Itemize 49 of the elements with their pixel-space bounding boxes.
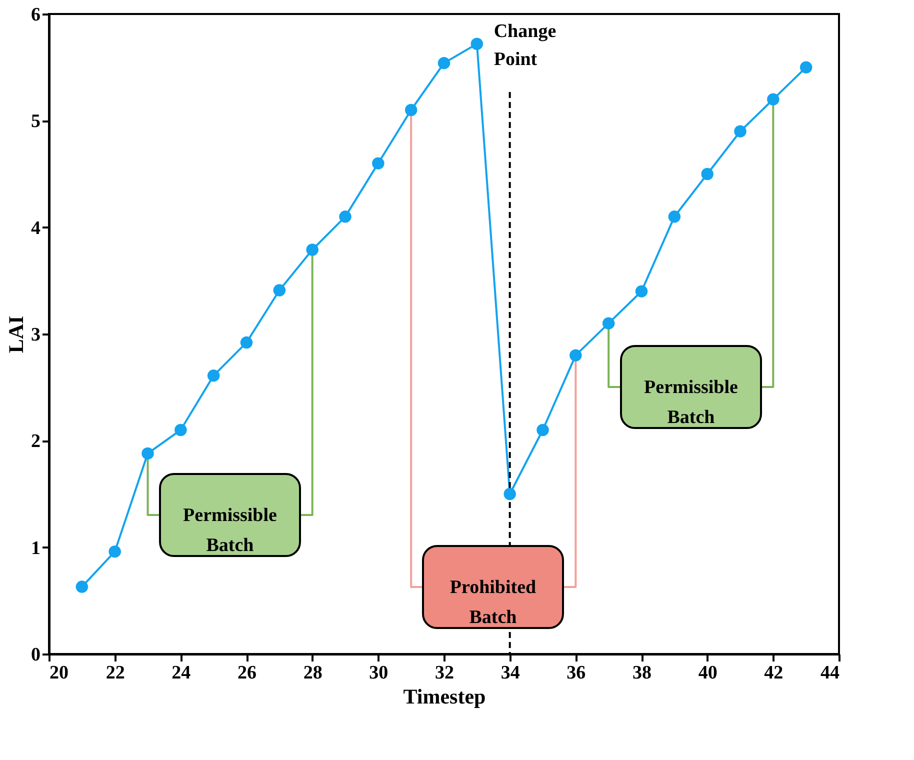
annotation: Permissible Batch — [183, 505, 277, 556]
point — [438, 56, 450, 70]
point — [734, 125, 746, 138]
point — [339, 210, 352, 223]
x-tick-label: 36 — [566, 662, 586, 684]
x-tick-label: 44 — [820, 662, 840, 684]
point — [536, 424, 549, 436]
point — [207, 369, 220, 382]
y-axis-title: LAI — [4, 316, 28, 354]
x-tick-label: 34 — [500, 662, 520, 684]
y-tick-label: 3 — [31, 324, 40, 346]
point — [668, 210, 681, 223]
point — [372, 157, 384, 170]
y-tick-label: 1 — [31, 538, 40, 559]
y-tick-label: 4 — [31, 218, 41, 239]
point — [404, 104, 418, 116]
y-tick-label: 5 — [31, 111, 40, 132]
point — [108, 545, 121, 558]
point — [701, 168, 714, 180]
point — [76, 580, 88, 593]
x-tick-label: 26 — [238, 662, 256, 684]
ref-line-label: Change Point — [494, 21, 556, 70]
point — [240, 336, 253, 349]
x-tick-label: 28 — [303, 662, 322, 684]
x-tick-label: 40 — [698, 662, 718, 684]
annotation: Permissible Batch — [644, 377, 738, 428]
y-tick-label: 6 — [31, 4, 40, 26]
point — [273, 284, 286, 296]
point — [800, 61, 812, 74]
x-tick-label: 24 — [172, 662, 192, 684]
x-tick-label: 30 — [369, 662, 388, 684]
x-tick-label: 20 — [50, 662, 68, 684]
point — [306, 244, 318, 256]
y-tick-label: 0 — [31, 644, 40, 666]
point — [767, 93, 780, 106]
point — [602, 317, 615, 330]
x-axis-title: Timestep — [403, 684, 486, 708]
point — [470, 38, 484, 50]
point — [504, 488, 516, 500]
x-tick-label: 42 — [764, 662, 784, 684]
point — [142, 447, 154, 460]
y-tick-label: 2 — [31, 431, 40, 452]
point — [174, 424, 187, 436]
x-tick-label: 32 — [435, 662, 454, 684]
point — [635, 285, 648, 298]
point — [570, 349, 582, 362]
x-tick-label: 22 — [106, 662, 125, 684]
annotation: Prohibited Batch — [450, 577, 537, 628]
x-tick-label: 38 — [632, 662, 652, 684]
